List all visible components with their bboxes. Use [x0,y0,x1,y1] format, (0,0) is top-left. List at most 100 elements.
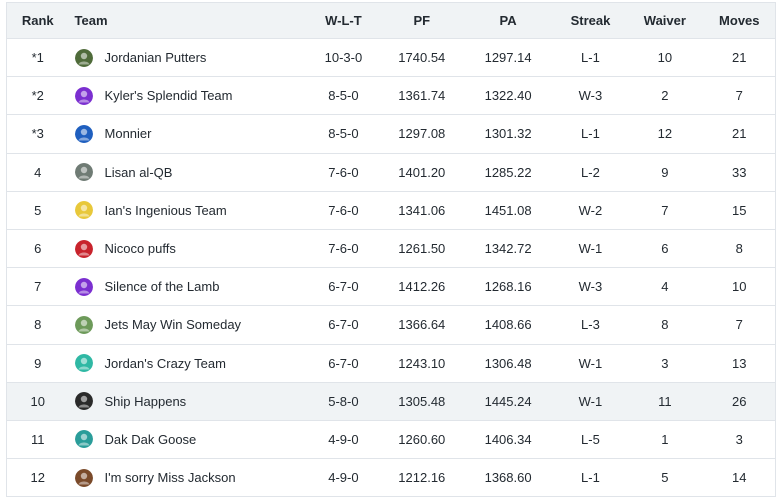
waiver-cell: 11 [658,393,672,409]
team-name-link[interactable]: Jordanian Putters [104,50,207,66]
waiver-cell: 2 [661,88,669,104]
rank-cell: 5 [34,202,42,218]
moves-cell: 7 [735,317,743,333]
yellow-cartoon-avatar-icon [74,201,93,220]
wlt-cell: 8-5-0 [328,126,359,142]
waiver-cell: 7 [661,202,669,218]
team-name-link[interactable]: Dak Dak Goose [104,431,197,447]
pa-cell: 1445.24 [484,393,532,409]
pa-cell: 1342.72 [484,241,532,257]
streak-cell: W-3 [578,88,603,104]
wlt-cell: 8-5-0 [328,88,359,104]
table-row: *2 Kyler's Splendid Team 8-5-0 1361.74 1322.… [7,77,775,116]
red-black-avatar-icon [74,239,93,258]
column-header-pf[interactable]: PF [413,13,431,28]
streak-cell: L-2 [581,164,600,180]
waiver-cell: 4 [661,279,669,295]
pa-cell: 1322.40 [484,88,532,104]
team-cell: Ian's Ingenious Team [69,201,305,220]
team-cell: Silence of the Lamb [69,277,305,296]
brown-helmet-avatar-icon [74,468,93,487]
team-name-link[interactable]: Silence of the Lamb [104,279,220,295]
pf-cell: 1366.64 [398,317,446,333]
team-name-link[interactable]: Nicoco puffs [104,241,176,257]
team-name-link[interactable]: Jordan's Crazy Team [104,355,226,371]
purple-default-avatar-icon [74,86,93,105]
rank-cell: 11 [31,431,45,447]
moves-cell: 15 [732,202,747,218]
pf-cell: 1401.20 [398,164,446,180]
column-header-pa[interactable]: PA [499,13,517,28]
column-header-wlt[interactable]: W-L-T [325,13,362,28]
pa-cell: 1368.60 [484,470,532,486]
green-cartoon-avatar-icon [74,315,93,334]
table-row: 12 I'm sorry Miss Jackson 4-9-0 1212.16 1368… [7,459,775,498]
column-header-waiver[interactable]: Waiver [643,13,686,28]
moves-cell: 33 [732,164,747,180]
table-row: *3 Monnier 8-5-0 1297.08 1301.32 L-1 12 21 [7,115,775,154]
team-name-link[interactable]: Kyler's Splendid Team [104,88,233,104]
moves-cell: 8 [735,241,743,257]
face-avatar-icon [74,163,93,182]
column-header-rank[interactable]: Rank [21,13,54,28]
pa-cell: 1268.16 [484,279,532,295]
team-cell: Ship Happens [69,392,305,411]
waiver-cell: 12 [657,126,673,142]
moves-cell: 21 [732,126,747,142]
streak-cell: W-1 [578,393,603,409]
table-row: 11 Dak Dak Goose 4-9-0 1260.60 1406.34 L-5 1 3 [7,421,775,460]
wlt-cell: 7-6-0 [328,241,359,257]
team-cell: Jordanian Putters [69,48,305,67]
table-row: 7 Silence of the Lamb 6-7-0 1412.26 1268.16 W… [7,268,775,307]
pa-cell: 1306.48 [484,355,532,371]
wlt-cell: 6-7-0 [328,355,359,371]
team-name-link[interactable]: Jets May Win Someday [104,317,242,333]
pa-cell: 1408.66 [484,317,532,333]
team-name-link[interactable]: I'm sorry Miss Jackson [104,470,236,486]
waiver-cell: 10 [657,50,673,66]
waiver-cell: 9 [661,164,669,180]
rank-cell: *3 [31,126,44,142]
pf-cell: 1305.48 [398,393,446,409]
table-body: *1 Jordanian Putters 10-3-0 1740.54 1297.14 L… [7,39,775,498]
teal-red-avatar-icon [74,430,93,449]
dark-figure-avatar-icon [74,392,93,411]
column-header-streak[interactable]: Streak [570,13,611,28]
pink-teal-avatar-icon [74,354,93,373]
pf-cell: 1297.08 [398,126,446,142]
pf-cell: 1212.16 [398,470,446,486]
streak-cell: W-3 [578,279,603,295]
pa-cell: 1297.14 [484,50,532,66]
pf-cell: 1361.74 [398,88,446,104]
team-cell: Jets May Win Someday [69,315,305,334]
team-cell: Nicoco puffs [69,239,305,258]
table-row: 5 Ian's Ingenious Team 7-6-0 1341.06 1451.08… [7,192,775,230]
pa-cell: 1406.34 [484,431,532,447]
team-cell: Dak Dak Goose [69,430,305,449]
pa-cell: 1301.32 [484,126,532,142]
table-row: *1 Jordanian Putters 10-3-0 1740.54 1297.14 L… [7,39,775,78]
team-name-link[interactable]: Ship Happens [104,393,187,409]
column-header-moves[interactable]: Moves [719,13,760,28]
pf-cell: 1243.10 [398,355,446,371]
purple-default-avatar-icon [74,277,93,296]
team-cell: Lisan al-QB [69,163,305,182]
streak-cell: L-1 [581,126,600,142]
moves-cell: 14 [732,470,747,486]
pf-cell: 1412.26 [398,279,446,295]
column-header-team[interactable]: Team [74,13,108,28]
team-name-link[interactable]: Monnier [104,126,152,142]
pa-cell: 1285.22 [484,164,532,180]
team-name-link[interactable]: Lisan al-QB [104,164,173,180]
team-cell: Kyler's Splendid Team [69,86,305,105]
streak-cell: L-1 [581,470,600,486]
rank-cell: *2 [31,88,44,104]
rank-cell: 9 [34,355,42,371]
rank-cell: 12 [30,470,45,486]
table-header: Rank Team W-L-T PF PA Streak Waiver Move… [7,3,775,39]
team-name-link[interactable]: Ian's Ingenious Team [104,202,227,218]
team-cell: Jordan's Crazy Team [69,354,305,373]
streak-cell: L-1 [581,50,600,66]
wlt-cell: 7-6-0 [328,164,359,180]
wlt-cell: 10-3-0 [324,50,363,66]
